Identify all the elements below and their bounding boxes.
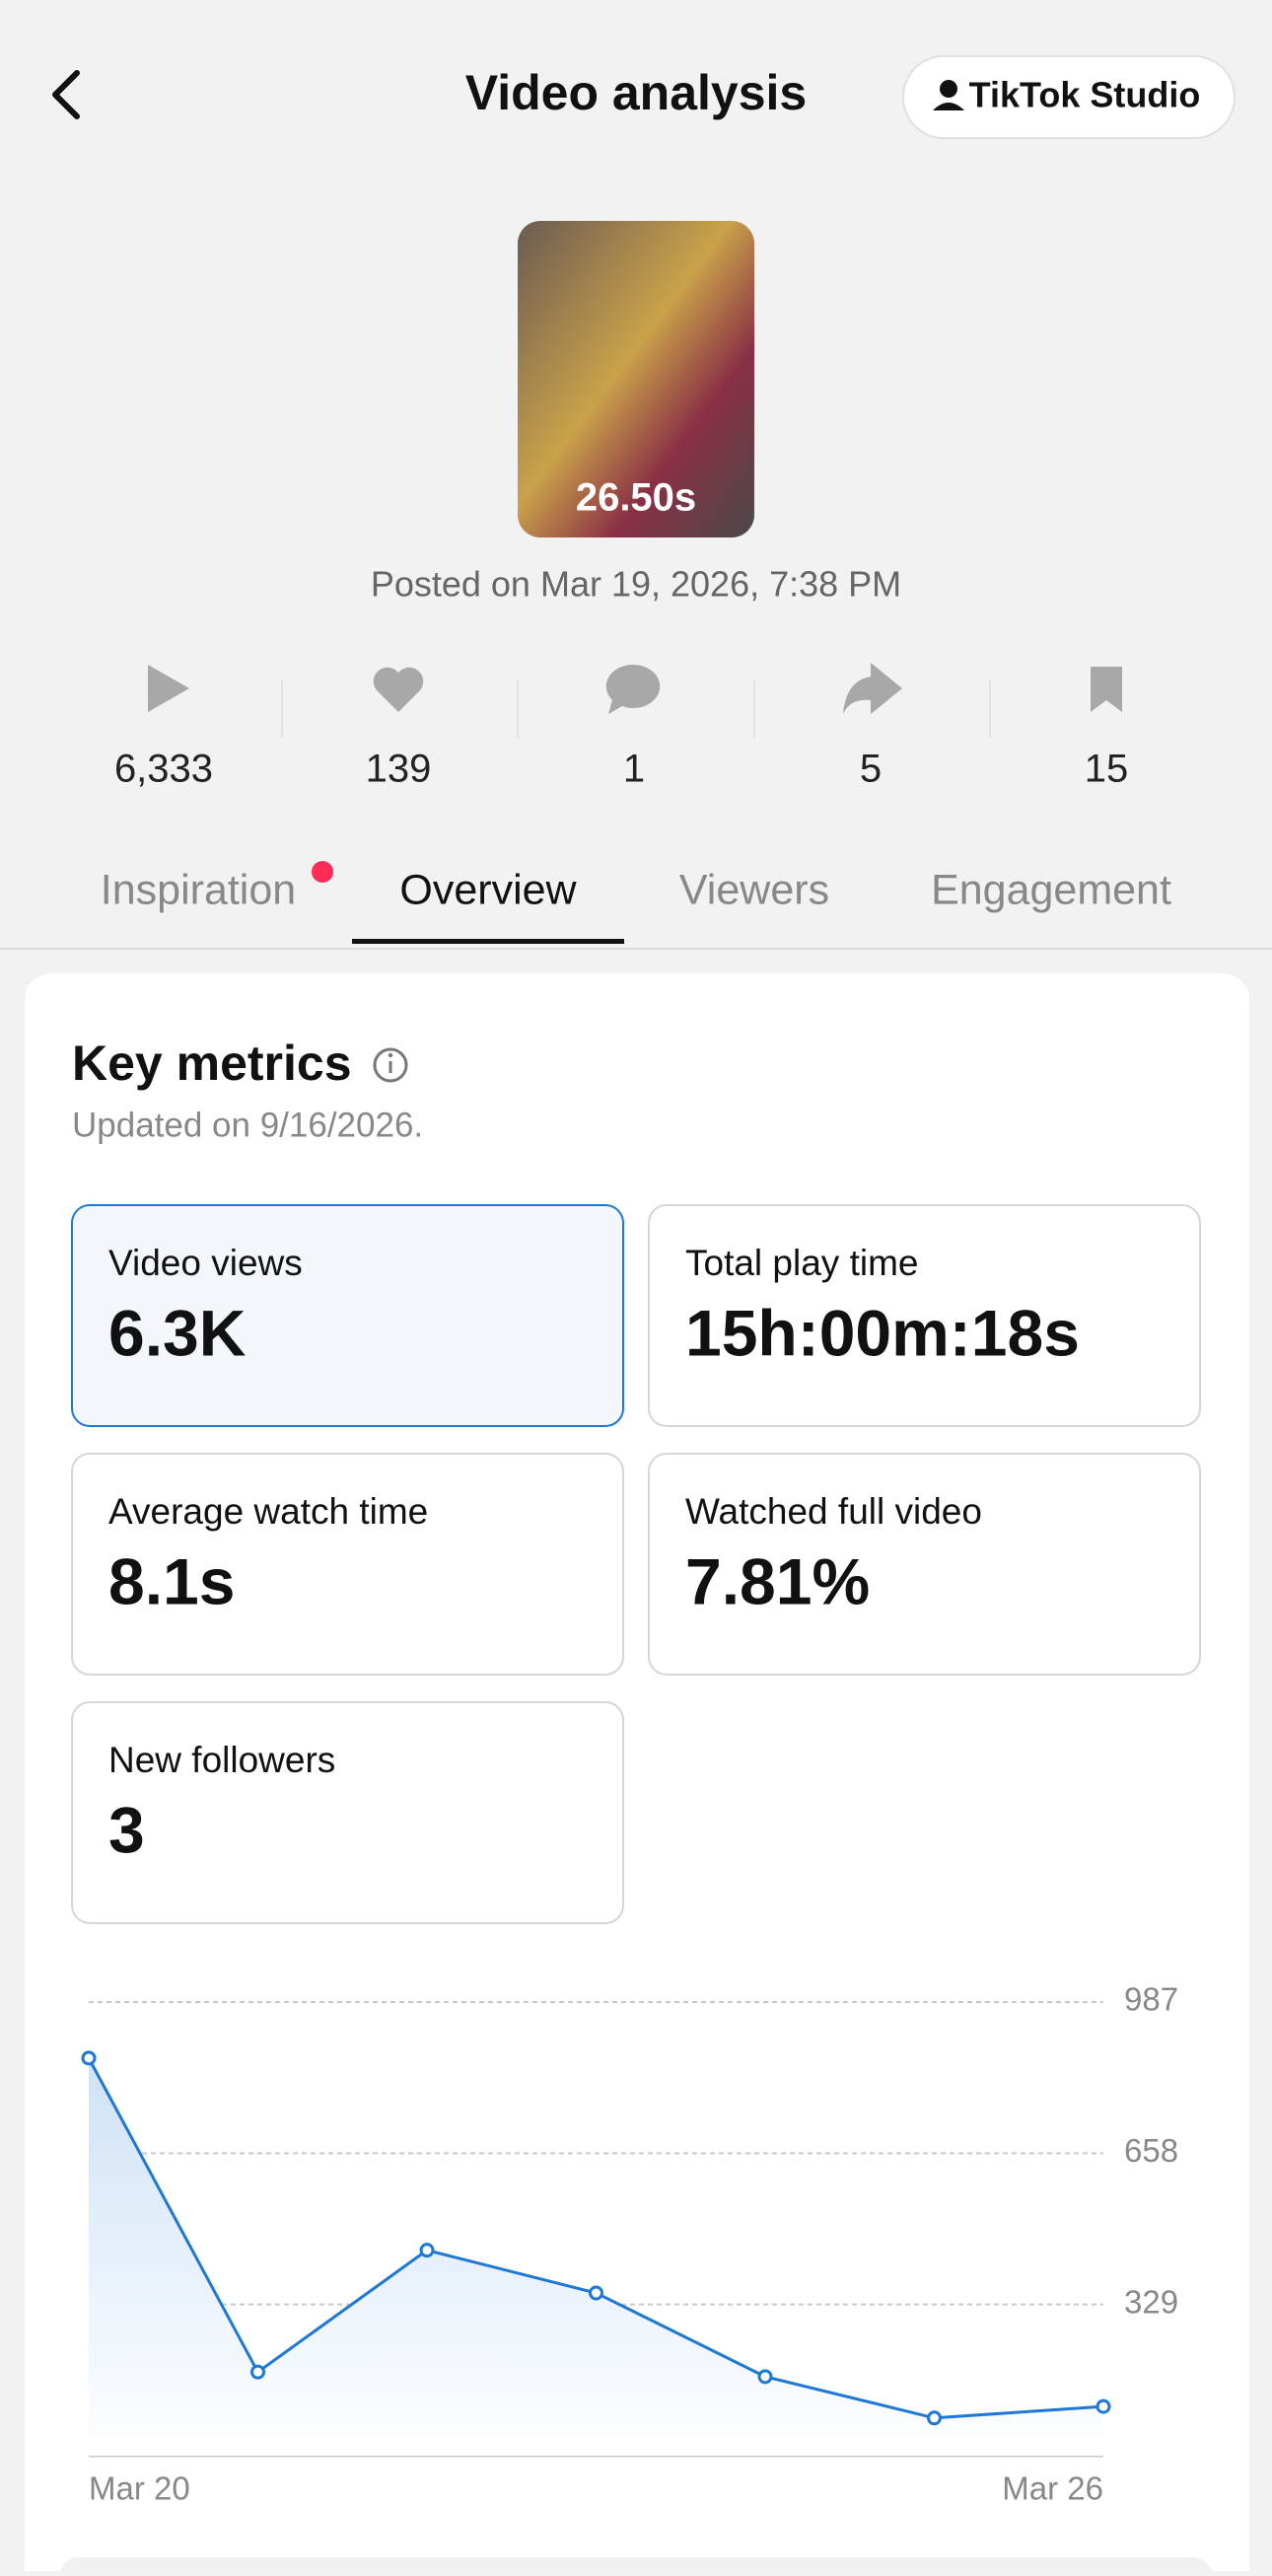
studio-button[interactable] — [902, 55, 1236, 139]
tab[interactable]: Engagement — [931, 866, 1171, 913]
stat-count: 1 — [623, 748, 645, 791]
metric-label: Watched full video — [685, 1491, 982, 1532]
metric-box[interactable] — [71, 1701, 624, 1924]
metric-box[interactable] — [648, 1453, 1201, 1676]
metric-label: Average watch time — [108, 1491, 428, 1532]
stat-separators — [281, 680, 991, 738]
tab[interactable]: Viewers — [679, 866, 829, 913]
point — [250, 2364, 265, 2380]
page-title: Video analysis — [465, 65, 807, 120]
video-duration: 26.50s — [576, 476, 696, 520]
y-tick-label: 329 — [1124, 2283, 1178, 2320]
point — [757, 2369, 773, 2385]
back-button[interactable] — [52, 70, 80, 119]
area — [89, 2057, 1103, 2456]
play-icon — [148, 665, 189, 712]
x-tick-label: Mar 20 — [89, 2470, 190, 2507]
metric-box[interactable] — [71, 1453, 624, 1676]
point — [81, 2050, 97, 2066]
metric-label: Video views — [108, 1243, 303, 1283]
stat-count: 15 — [1085, 748, 1129, 791]
metric-value: 15h:00m:18s — [685, 1296, 1080, 1369]
bookmark-icon — [1091, 667, 1122, 712]
metric-value: 6.3K — [108, 1296, 247, 1369]
metric-label: New followers — [108, 1740, 335, 1780]
metric-value: 3 — [108, 1793, 145, 1866]
metric-value: 7.81% — [685, 1544, 870, 1617]
tab-underline — [352, 939, 624, 944]
stat-count: 139 — [366, 748, 432, 791]
point — [1095, 2398, 1111, 2414]
share-icon — [843, 663, 902, 714]
x-tick-label: Mar 26 — [1002, 2470, 1103, 2507]
updated-date: Updated on 9/16/2026. — [72, 1106, 423, 1144]
video-thumbnail[interactable] — [518, 221, 754, 537]
notification-dot — [312, 861, 333, 883]
point — [927, 2410, 942, 2426]
metric-box[interactable] — [71, 1204, 624, 1427]
comment-icon — [605, 664, 661, 714]
tab[interactable]: Inspiration — [101, 866, 296, 913]
y-tick-label: 658 — [1124, 2132, 1178, 2169]
stat-count: 6,333 — [114, 748, 213, 791]
info-icon[interactable] — [373, 1047, 408, 1083]
next-section — [59, 2557, 1213, 2576]
stat-count: 5 — [860, 748, 882, 791]
point — [589, 2285, 603, 2301]
info-icon — [388, 1052, 393, 1058]
studio-button-label: TikTok Studio — [969, 75, 1201, 115]
section-title: Key metrics — [72, 1036, 352, 1091]
studio-icon — [933, 103, 964, 110]
point — [419, 2243, 435, 2258]
stat-icons — [148, 663, 1122, 714]
studio-icon — [940, 80, 957, 98]
y-tick-label: 987 — [1124, 1981, 1178, 2018]
heart-icon — [373, 667, 424, 712]
metric-value: 8.1s — [108, 1544, 235, 1617]
metric-label: Total play time — [685, 1243, 919, 1283]
metric-box[interactable] — [648, 1204, 1201, 1427]
tab[interactable]: Overview — [399, 866, 577, 913]
posted-date: Posted on Mar 19, 2026, 7:38 PM — [371, 564, 901, 605]
